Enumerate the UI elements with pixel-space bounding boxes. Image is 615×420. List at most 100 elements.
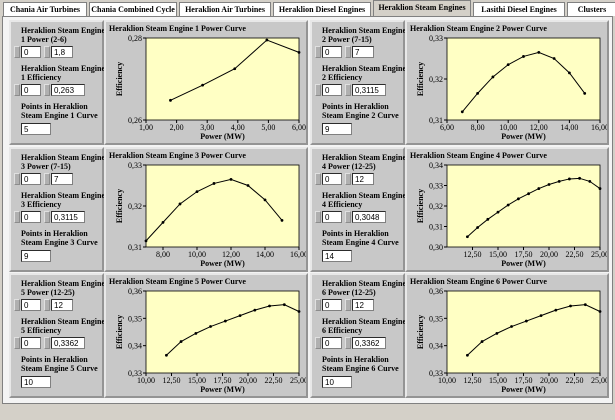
index-field[interactable]: 0 [322,173,342,185]
value-spinner[interactable] [345,84,351,96]
value-spinner[interactable] [345,173,351,185]
value-field[interactable]: 0,3362 [51,337,85,349]
efficiency-label: Heraklion Steam Engine 2 Efficiency [322,64,407,82]
index-spinner[interactable] [315,46,321,58]
index-field[interactable]: 0 [21,84,41,96]
points-field[interactable]: 10 [322,376,352,388]
value-spinner[interactable] [44,337,50,349]
x-tick-label: 3,00 [200,123,214,132]
index-field[interactable]: 0 [322,337,342,349]
value-field[interactable]: 0,3362 [352,337,386,349]
points-field[interactable]: 5 [21,123,51,135]
value-spinner[interactable] [44,211,50,223]
y-tick-label: 0,34 [429,161,443,170]
curve-point [537,50,541,54]
y-tick-label: 0,32 [429,202,443,211]
index-field[interactable]: 0 [21,46,41,58]
value-spinner[interactable] [44,46,50,58]
curve-point [201,83,205,87]
index-spinner[interactable] [315,337,321,349]
index-field[interactable]: 0 [322,211,342,223]
value-field[interactable]: 7 [51,173,73,185]
index-spinner[interactable] [315,84,321,96]
tab[interactable]: Heraklion Steam Engines [373,0,471,17]
curve-point [263,198,267,202]
x-tick-label: 15,00 [489,250,507,259]
value-field[interactable]: 0,3115 [51,211,85,223]
value-field[interactable]: 7 [352,46,374,58]
index-spinner[interactable] [14,84,20,96]
tab[interactable]: Heraklion Diesel Engines [273,2,371,16]
value-spinner[interactable] [345,46,351,58]
index-spinner[interactable] [14,299,20,311]
chart-title: Heraklion Steam Engine 2 Power Curve [410,24,547,33]
value-spinner[interactable] [44,173,50,185]
index-field[interactable]: 0 [322,46,342,58]
tab[interactable]: Chania Combined Cycle [89,2,177,16]
points-field[interactable]: 10 [21,376,51,388]
value-field[interactable]: 0,3048 [352,211,386,223]
curve-point [466,353,469,357]
index-field[interactable]: 0 [21,211,41,223]
index-spinner[interactable] [315,299,321,311]
points-field[interactable]: 14 [322,250,352,262]
x-tick-label: 14,00 [256,250,274,259]
value-spinner[interactable] [345,337,351,349]
chart-title: Heraklion Steam Engine 3 Power Curve [109,151,246,160]
value-field[interactable]: 12 [352,299,374,311]
tab[interactable]: Clusters [567,2,615,16]
value-field[interactable]: 12 [352,173,374,185]
value-spinner[interactable] [345,211,351,223]
index-field[interactable]: 0 [322,299,342,311]
tab-page: Heraklion Steam Engine 1 Power (2-6) 0 1,8… [2,16,613,404]
chart-panel: Heraklion Steam Engine 2 Power Curve 0,31… [405,20,609,145]
x-tick-label: 10,00 [438,376,456,385]
value-field[interactable]: 0,3115 [352,84,386,96]
chart-title: Heraklion Steam Engine 4 Power Curve [410,151,547,160]
index-field[interactable]: 0 [21,299,41,311]
curve-line [467,177,601,238]
y-tick-label: 0,32 [429,75,443,84]
curve-point [547,183,551,186]
index-spinner[interactable] [14,46,20,58]
index-spinner[interactable] [14,337,20,349]
efficiency-label: Heraklion Steam Engine 3 Efficiency [21,191,106,209]
index-field[interactable]: 0 [21,173,41,185]
control-panel: Heraklion Steam Engine 6 Power (12-25) 0 1… [310,273,406,398]
x-tick-label: 12,50 [464,250,482,259]
points-field[interactable]: 9 [322,123,352,135]
y-tick-label: 0,33 [429,34,443,43]
index-field[interactable]: 0 [322,84,342,96]
curve-point [568,71,571,75]
value-spinner[interactable] [44,84,50,96]
curve-point [517,197,520,201]
index-spinner[interactable] [14,211,20,223]
value-spinner[interactable] [44,299,50,311]
tab[interactable]: Chania Air Turbines [3,2,87,16]
plot-area [145,290,300,374]
curve-point [268,304,271,308]
points-label: Points in Heraklion Steam Engine 4 Curve [322,229,399,247]
x-tick-label: 17,50 [214,376,232,385]
y-tick-label: 0,33 [429,182,443,191]
y-axis-label: Efficiency [115,189,124,223]
y-tick-label: 0,33 [429,369,443,378]
y-axis-label: Efficiency [416,62,425,96]
value-spinner[interactable] [345,299,351,311]
tab[interactable]: Lasithi Diesel Engines [473,2,565,16]
index-spinner[interactable] [315,211,321,223]
curve-point [510,325,513,328]
efficiency-label: Heraklion Steam Engine 5 Efficiency [21,317,106,335]
value-field[interactable]: 0,263 [51,84,85,96]
x-tick-label: 12,00 [530,123,548,132]
index-spinner[interactable] [315,173,321,185]
value-field[interactable]: 12 [51,299,73,311]
index-spinner[interactable] [14,173,20,185]
x-tick-label: 4,00 [231,123,245,132]
value-field[interactable]: 1,8 [51,46,73,58]
tab[interactable]: Heraklion Air Turbines [179,2,271,16]
points-field[interactable]: 9 [21,250,51,262]
curve-point [583,303,587,307]
x-tick-label: 16,00 [290,250,306,259]
index-field[interactable]: 0 [21,337,41,349]
